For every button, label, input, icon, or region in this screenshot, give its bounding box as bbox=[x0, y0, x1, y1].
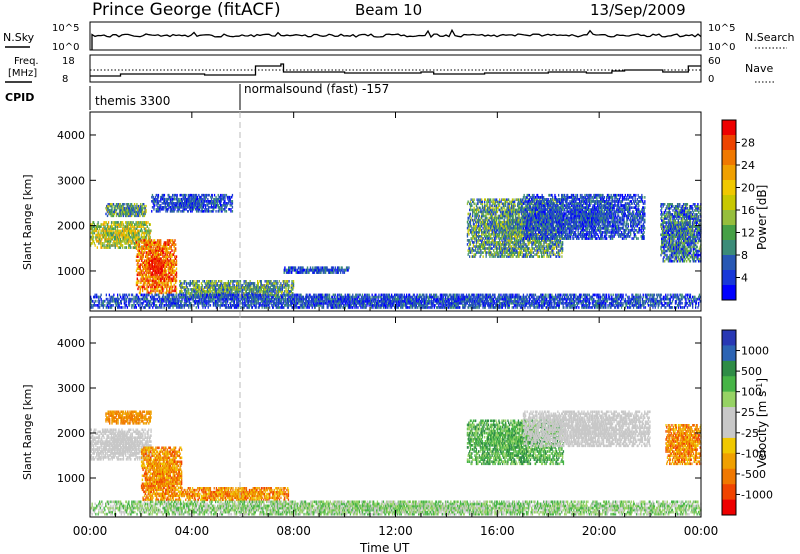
freq-label-2: [MHz] bbox=[8, 68, 37, 79]
y-tick-label: 4000 bbox=[57, 337, 85, 350]
nsky-label: N.Sky bbox=[3, 31, 35, 44]
y-tick-label: 2000 bbox=[57, 220, 85, 233]
freq-label-1: Freq. bbox=[14, 56, 39, 67]
velocity-heatmap bbox=[90, 410, 702, 516]
velocity-yticks: 4000 3000 2000 1000 bbox=[57, 337, 701, 485]
cpid-program-2: normalsound (fast) -157 bbox=[244, 82, 389, 96]
nsearch-tick-bottom: 10^0 bbox=[708, 42, 735, 53]
velocity-colorbar: 1000 500 100 25 -25 -100 -500 -1000 bbox=[721, 329, 773, 516]
y-tick-label: 1000 bbox=[57, 265, 85, 278]
x-tick-label: 00:00 bbox=[684, 524, 719, 538]
y-tick-label: 2000 bbox=[57, 427, 85, 440]
colorbar-tick-label: 100 bbox=[741, 386, 762, 399]
velocity-colorbar-title: Velocity [m s-1] bbox=[755, 378, 769, 468]
colorbar-tick-label: 4 bbox=[741, 272, 748, 285]
power-yticks: 4000 3000 2000 1000 bbox=[57, 129, 701, 278]
colorbar-tick-label: 8 bbox=[741, 249, 748, 262]
x-tick-label: 04:00 bbox=[175, 524, 210, 538]
y-tick-label: 3000 bbox=[57, 174, 85, 187]
cpid-label: CPID bbox=[5, 91, 34, 104]
colorbar-tick-label: -1000 bbox=[741, 488, 773, 501]
velocity-ylabel: Slant Range [km] bbox=[21, 384, 34, 480]
power-ylabel: Slant Range [km] bbox=[21, 174, 34, 270]
x-tick-label: 12:00 bbox=[378, 524, 413, 538]
colorbar-tick-label: 12 bbox=[741, 227, 755, 240]
nsky-tick-top: 10^5 bbox=[52, 23, 79, 34]
freq-panel bbox=[89, 54, 702, 83]
nsky-trace bbox=[91, 28, 702, 50]
colorbar-tick-label: 20 bbox=[741, 182, 755, 195]
colorbar-tick-label: 24 bbox=[741, 159, 755, 172]
nave-tick-bottom: 0 bbox=[708, 74, 714, 85]
colorbar-tick-label: -500 bbox=[741, 468, 766, 481]
colorbar-tick-label: 28 bbox=[741, 137, 755, 150]
date-title: 13/Sep/2009 bbox=[590, 1, 686, 19]
x-tick-label: 00:00 bbox=[73, 524, 108, 538]
nave-label: Nave bbox=[745, 62, 773, 75]
colorbar-tick-label: 500 bbox=[741, 365, 762, 378]
colorbar-tick-label: 25 bbox=[741, 406, 755, 419]
x-tick-label: 08:00 bbox=[276, 524, 311, 538]
colorbar-tick-label: 1000 bbox=[741, 345, 769, 358]
y-tick-label: 4000 bbox=[57, 129, 85, 142]
colorbar-tick-label: 16 bbox=[741, 204, 755, 217]
freq-trace bbox=[90, 63, 701, 77]
nsearch-label: N.Search bbox=[745, 31, 795, 44]
time-axis: 00:00 04:00 08:00 12:00 16:00 20:00 00:00 bbox=[73, 112, 719, 538]
colorbar-tick-label: -25 bbox=[741, 427, 759, 440]
x-tick-label: 16:00 bbox=[480, 524, 515, 538]
nsky-tick-bottom: 10^0 bbox=[52, 42, 79, 53]
power-colorbar: 28 24 20 16 12 8 4 bbox=[721, 119, 755, 301]
station-title: Prince George (fitACF) bbox=[92, 0, 281, 20]
y-tick-label: 1000 bbox=[57, 472, 85, 485]
beam-title: Beam 10 bbox=[355, 1, 422, 19]
x-tick-label: 20:00 bbox=[582, 524, 617, 538]
nave-tick-top: 60 bbox=[708, 56, 721, 67]
y-tick-label: 3000 bbox=[57, 382, 85, 395]
time-axis-label: Time UT bbox=[359, 541, 410, 554]
freq-tick-bottom: 8 bbox=[62, 74, 68, 85]
colorbar-tick-label: -100 bbox=[741, 447, 766, 460]
cpid-program-1: themis 3300 bbox=[95, 94, 170, 108]
power-colorbar-title: Power [dB] bbox=[755, 185, 769, 250]
nsearch-tick-top: 10^5 bbox=[708, 23, 735, 34]
power-heatmap bbox=[90, 193, 702, 309]
freq-tick-top: 18 bbox=[62, 56, 75, 67]
